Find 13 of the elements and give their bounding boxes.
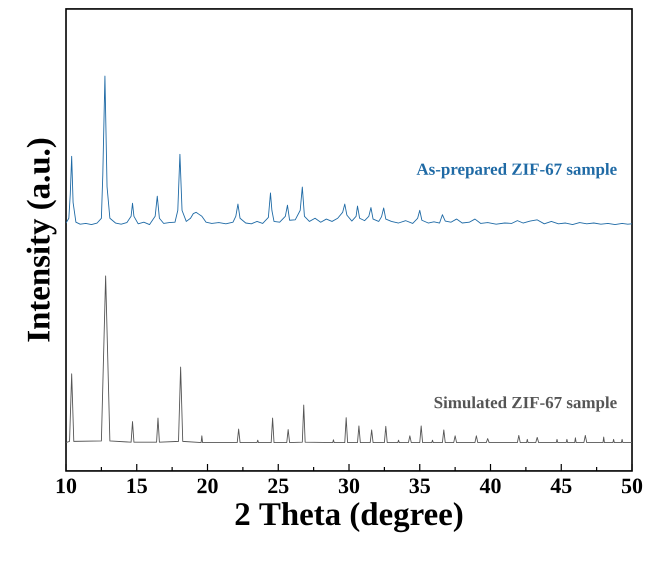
x-tick-label: 35 (410, 478, 430, 494)
x-tick-label: 15 (128, 478, 147, 494)
x-tick-label: 30 (338, 478, 360, 494)
x-tick-label: 25 (268, 478, 288, 494)
x-tick-label: 40 (480, 478, 501, 494)
series-label: As-prepared ZIF-67 sample (416, 163, 617, 178)
y-axis-title: Intensity (a.u.) (26, 138, 56, 342)
series-label: Simulated ZIF-67 sample (434, 396, 617, 412)
x-tick-label: 45 (550, 478, 572, 494)
x-tick-label: 10 (56, 478, 76, 494)
x-tick-label: 50 (622, 478, 642, 494)
x-axis-title: 2 Theta (degree) (236, 502, 462, 532)
x-tick-label: 20 (197, 478, 218, 494)
